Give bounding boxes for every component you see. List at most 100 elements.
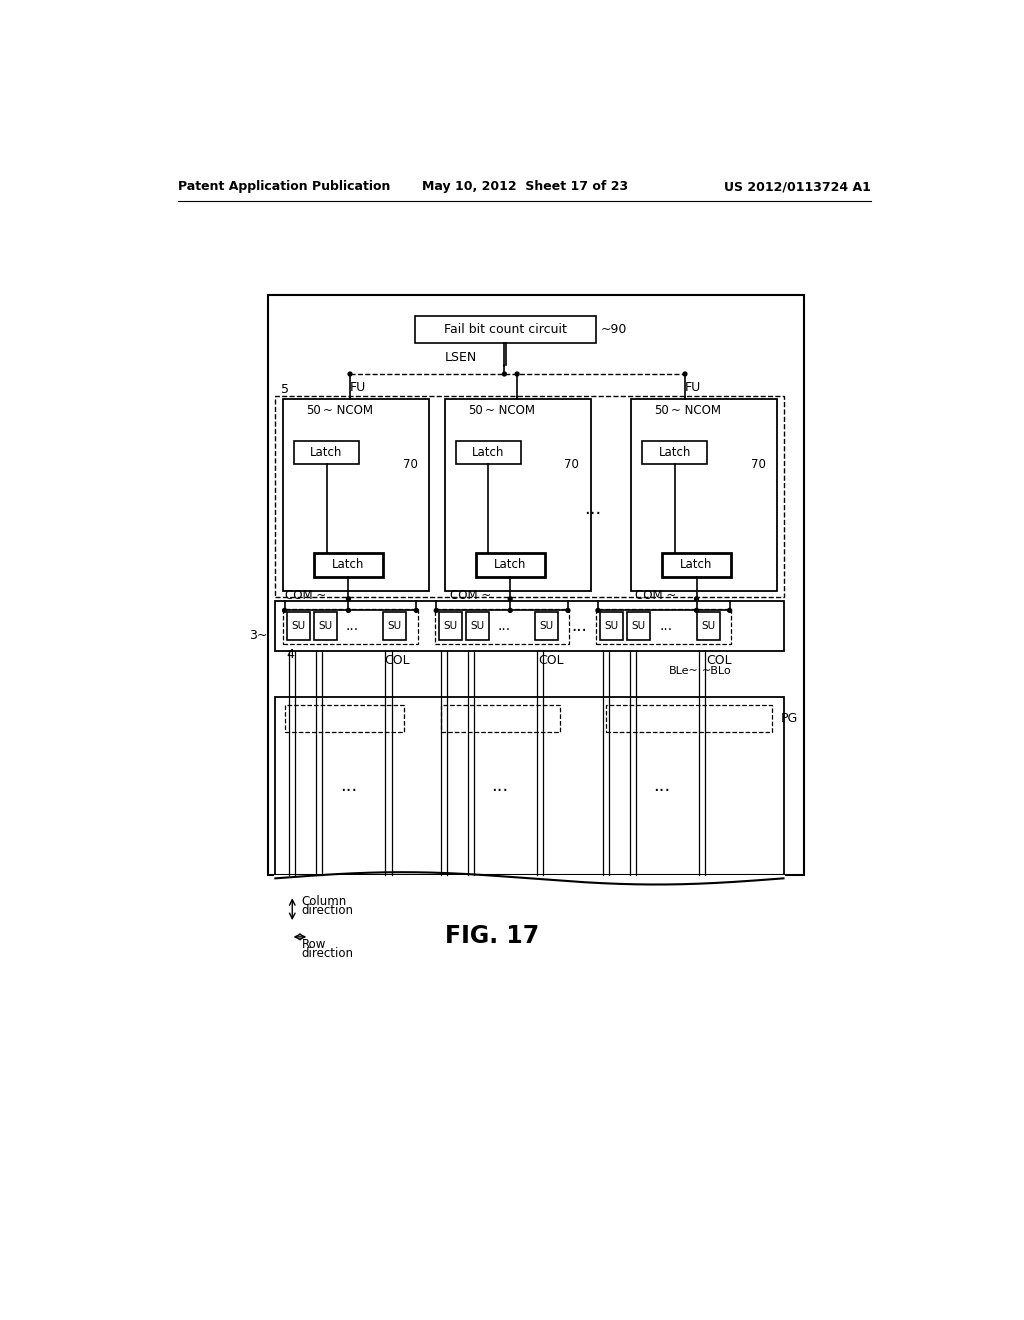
Text: ~BLo: ~BLo [701,667,731,676]
Bar [696,612,720,640]
Text: ~ NCOM: ~ NCOM [484,404,535,417]
Text: 3~: 3~ [249,630,267,643]
Circle shape [694,609,698,612]
Circle shape [694,597,698,601]
Text: COL: COL [707,653,732,667]
Circle shape [508,597,512,601]
Bar [475,553,545,577]
Text: SU: SU [388,622,401,631]
Bar [383,612,407,640]
Bar [283,609,418,644]
Text: Latch: Latch [680,558,713,572]
Text: COL: COL [385,653,411,667]
Bar [273,875,785,890]
Text: FU: FU [349,381,366,395]
Text: 70: 70 [402,458,418,471]
Text: 50: 50 [468,404,482,417]
Bar [287,612,310,640]
Text: SU: SU [443,622,457,631]
Text: COM ~: COM ~ [635,589,676,602]
Text: SU: SU [605,622,618,631]
Text: Latch: Latch [472,446,505,459]
Circle shape [728,609,731,612]
Text: Row: Row [301,939,326,952]
Text: FU: FU [684,381,700,395]
Text: Fail bit count circuit: Fail bit count circuit [444,323,567,337]
Text: SU: SU [318,622,333,631]
Text: ...: ... [659,619,673,634]
Text: ...: ... [340,777,357,795]
Text: SU: SU [292,622,305,631]
Circle shape [346,609,350,612]
Text: Latch: Latch [494,558,526,572]
Circle shape [283,609,287,612]
Bar [441,705,560,733]
Circle shape [348,372,352,376]
Text: SU: SU [470,622,484,631]
Bar [416,317,596,343]
Text: US 2012/0113724 A1: US 2012/0113724 A1 [724,181,871,194]
Bar [662,553,731,577]
Bar [606,705,772,733]
Text: May 10, 2012  Sheet 17 of 23: May 10, 2012 Sheet 17 of 23 [422,181,628,194]
Text: 70: 70 [564,458,580,471]
Text: COM ~: COM ~ [285,589,326,602]
Bar [438,612,462,640]
Bar [596,609,731,644]
Bar [313,553,383,577]
Bar [631,399,777,591]
Text: 4: 4 [286,648,294,661]
Bar [275,697,783,875]
Text: Latch: Latch [310,446,343,459]
Bar [275,601,783,651]
Text: 5: 5 [281,383,289,396]
Text: BLe~: BLe~ [669,667,698,676]
Bar [435,609,569,644]
Circle shape [434,609,438,612]
Circle shape [508,609,512,612]
Bar [642,441,708,465]
Text: ~ NCOM: ~ NCOM [323,404,373,417]
Text: 50: 50 [306,404,321,417]
Text: SU: SU [632,622,646,631]
Circle shape [503,372,506,376]
Text: ...: ... [571,618,588,635]
Bar [535,612,558,640]
Text: LSEN: LSEN [444,351,476,363]
Text: ...: ... [584,500,601,517]
Text: 70: 70 [751,458,766,471]
Text: ~ NCOM: ~ NCOM [671,404,721,417]
Text: FIG. 17: FIG. 17 [445,924,540,948]
Text: Latch: Latch [332,558,365,572]
Bar [456,441,521,465]
Bar [283,399,429,591]
Bar [444,399,591,591]
Text: direction: direction [301,904,353,917]
Circle shape [515,372,519,376]
Text: direction: direction [301,948,353,961]
Text: SU: SU [540,622,553,631]
Circle shape [346,597,350,601]
Bar [267,296,804,875]
Circle shape [596,609,600,612]
Circle shape [683,372,687,376]
Bar [294,441,359,465]
Bar [275,396,783,598]
Text: COM ~: COM ~ [451,589,492,602]
Text: ...: ... [492,777,509,795]
Text: PG: PG [781,711,799,725]
Circle shape [415,609,418,612]
Bar [285,705,403,733]
Bar [600,612,624,640]
Text: ...: ... [653,777,671,795]
Text: ...: ... [346,619,358,634]
Bar [313,612,337,640]
Circle shape [566,609,569,612]
Text: SU: SU [701,622,715,631]
Text: Patent Application Publication: Patent Application Publication [178,181,391,194]
Text: ~90: ~90 [600,323,627,337]
Text: Column: Column [301,895,347,908]
Text: Latch: Latch [658,446,691,459]
Text: 50: 50 [654,404,669,417]
Bar [466,612,488,640]
